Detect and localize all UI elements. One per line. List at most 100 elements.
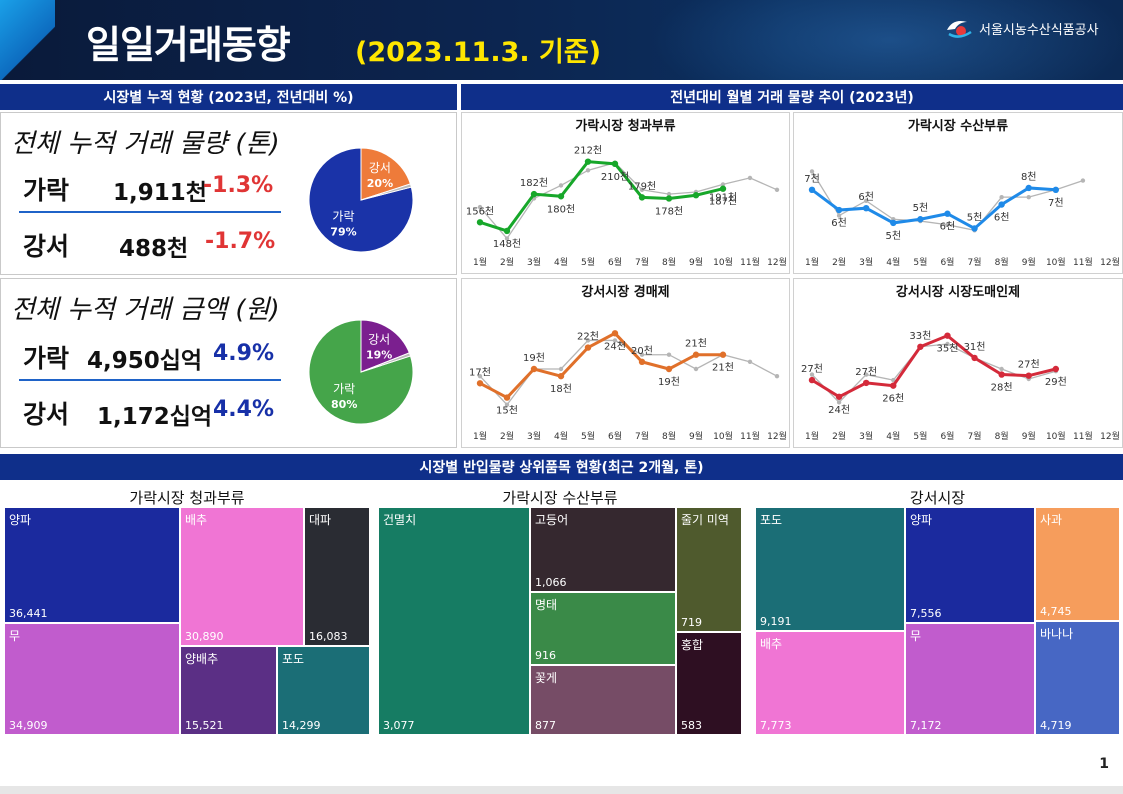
treemap-cell: 배추 30,890 — [180, 507, 304, 646]
right-section-bar: 전년대비 월별 거래 물량 추이 (2023년) — [461, 84, 1123, 110]
data-point-previous — [504, 236, 510, 241]
x-tick-label: 12월 — [1100, 256, 1120, 268]
volume-pct-garak: -1.3% — [203, 173, 274, 198]
organization-logo-icon — [947, 21, 972, 38]
data-point-current — [890, 219, 897, 227]
data-label: 5천 — [913, 202, 929, 214]
data-point-current — [665, 365, 673, 373]
treemap-title-gangseo: 강서시장 — [909, 489, 966, 507]
x-tick-label: 6월 — [608, 256, 622, 268]
left-section-bar: 시장별 누적 현황 (2023년, 전년대비 %) — [0, 84, 457, 110]
pie-slice-name: 가락 — [333, 382, 355, 396]
data-point-previous — [477, 373, 483, 379]
pie-slice — [360, 352, 412, 373]
data-point-current — [1025, 184, 1032, 192]
volume-value-garak: 1,911천 — [113, 180, 207, 206]
treemap-cell-name: 무 — [9, 629, 21, 643]
data-label: 28천 — [991, 382, 1013, 394]
treemap-cell: 건멸치 3,077 — [378, 507, 530, 735]
header-banner: 일일거래동향 (2023.11.3. 기준) 서울시농수산식품공사 — [0, 0, 1123, 80]
x-tick-label: 4월 — [554, 256, 568, 268]
amount-heading: 전체 누적 거래 금액 (원) — [11, 295, 280, 325]
volume-summary-card: 전체 누적 거래 물량 (톤) 가락 1,911천 -1.3% 강서 488천 … — [0, 112, 457, 275]
data-label: 21천 — [685, 338, 707, 350]
x-tick-label: 2월 — [500, 256, 514, 268]
data-point-current — [971, 225, 978, 232]
data-point-previous — [639, 187, 645, 192]
data-point-current — [557, 372, 565, 380]
pie-slice-pct: 80% — [331, 398, 357, 411]
data-point-previous — [809, 169, 815, 174]
x-tick-label: 1월 — [805, 256, 819, 268]
x-tick-label: 2월 — [832, 430, 846, 442]
data-point-current — [557, 193, 565, 200]
page-subtitle-date: (2023.11.3. 기준) — [355, 37, 602, 68]
footer-band — [0, 786, 1123, 794]
x-tick-label: 9월 — [689, 256, 703, 268]
treemap-title-garak-seafood: 가락시장 수산부류 — [502, 489, 618, 507]
pie-slice-name: 강서 — [368, 332, 390, 346]
treemap-cell: 양배추 15,521 — [180, 646, 277, 735]
data-point-current — [638, 194, 646, 201]
data-point-previous — [477, 204, 483, 210]
x-tick-label: 5월 — [913, 430, 927, 442]
x-tick-label: 1월 — [805, 430, 819, 442]
treemap-cell-value: 3,077 — [383, 719, 415, 732]
data-label: 148천 — [493, 238, 521, 250]
data-point-current — [584, 158, 592, 165]
treemap-cell-value: 36,441 — [9, 607, 48, 620]
pie-slice-name: 가락 — [332, 210, 354, 224]
data-point-current — [530, 190, 538, 198]
chart-title-garak-seafood: 가락시장 수산부류 — [907, 119, 1009, 134]
data-label: 182천 — [520, 177, 548, 189]
data-label: 22천 — [577, 331, 599, 343]
data-label: 27천 — [801, 363, 823, 375]
treemap-cell: 배추 7,773 — [755, 631, 905, 735]
data-point-previous — [945, 341, 950, 347]
treemap-cell: 줄기 미역 719 — [676, 507, 742, 632]
series-line-current — [811, 333, 1057, 399]
x-tick-label: 10월 — [1046, 430, 1066, 442]
data-label: 8천 — [1021, 171, 1037, 183]
treemap-cell-value: 877 — [535, 719, 556, 732]
volume-pct-gangseo: -1.7% — [205, 229, 276, 254]
data-label: 212천 — [574, 145, 602, 157]
data-point-current — [719, 185, 727, 192]
data-point-previous — [639, 352, 645, 357]
data-point-previous — [836, 213, 842, 218]
x-tick-label: 8월 — [995, 430, 1009, 442]
x-tick-label: 11월 — [740, 256, 760, 268]
organization: 서울시농수산식품공사 — [945, 16, 1099, 40]
x-tick-label: 4월 — [886, 256, 900, 268]
data-point-current — [998, 201, 1005, 208]
data-point-current — [1025, 372, 1032, 379]
data-point-current — [503, 394, 511, 401]
treemap-title-garak-produce: 가락시장 청과부류 — [129, 489, 245, 507]
volume-share-pie: 가락 79% 강서 20% — [308, 147, 414, 253]
data-point-current — [476, 219, 484, 226]
treemap-cell: 양파 36,441 — [4, 507, 180, 623]
data-label: 180천 — [547, 203, 575, 215]
pie-slice-pct: 20% — [367, 177, 393, 190]
data-point-current — [638, 358, 646, 366]
data-point-current — [611, 160, 619, 168]
data-point-current — [503, 227, 511, 235]
x-tick-label: 10월 — [713, 430, 733, 442]
treemap-cell-value: 30,890 — [185, 630, 224, 643]
treemap-cell-value: 1,066 — [535, 576, 567, 589]
data-point-current — [890, 382, 897, 389]
chart-title-gangseo-wholesaler: 강서시장 시장도매인제 — [895, 285, 1021, 300]
data-point-current — [665, 195, 673, 202]
x-tick-label: 7월 — [968, 256, 982, 268]
data-label: 33천 — [909, 330, 931, 342]
treemap-cell-name: 줄기 미역 — [681, 513, 729, 527]
treemap-cell-name: 배추 — [185, 513, 208, 527]
data-point-previous — [504, 402, 510, 407]
page-title: 일일거래동향 — [86, 23, 291, 67]
data-point-previous — [999, 366, 1004, 372]
data-label: 27천 — [1018, 359, 1040, 371]
amount-summary-card: 전체 누적 거래 금액 (원) 가락 4,950십억 4.9% 강서 1,172… — [0, 278, 457, 448]
data-label: 26천 — [882, 393, 904, 405]
data-point-current — [584, 344, 592, 351]
treemap-cell: 무 34,909 — [4, 623, 180, 735]
